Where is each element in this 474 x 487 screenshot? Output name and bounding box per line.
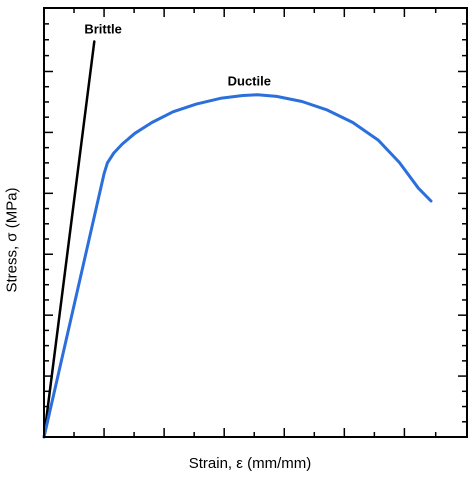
series-line-brittle	[42, 40, 96, 439]
plot-frame	[43, 7, 468, 438]
x-axis-title: Strain, ε (mm/mm)	[188, 455, 312, 472]
series-line-ductile	[42, 93, 433, 439]
series-layer	[42, 40, 433, 439]
y-axis-title: Stress, σ (MPa)	[3, 187, 21, 293]
axis-ticks	[43, 7, 468, 438]
series-labels: Brittle Ductile	[84, 21, 271, 88]
series-label-ductile: Ductile	[228, 74, 271, 89]
series-label-brittle: Brittle	[84, 21, 122, 36]
y-axis-title-wrap: Stress, σ (MPa)	[2, 180, 22, 300]
